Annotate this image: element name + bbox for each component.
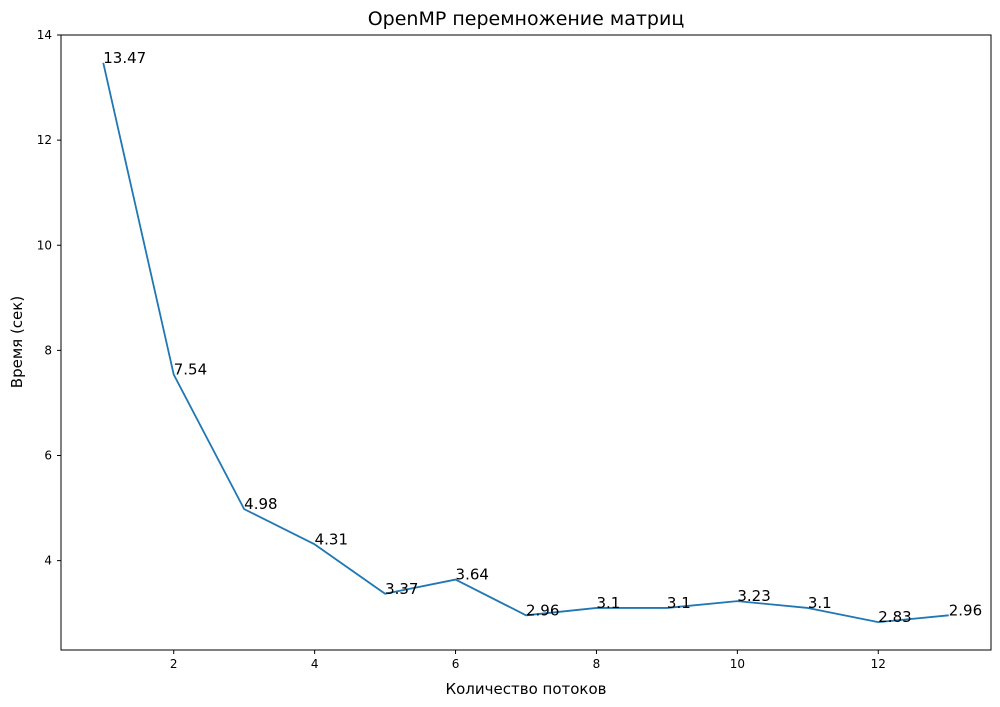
y-tick-label: 4 <box>44 554 52 568</box>
chart-title: OpenMP перемножение матриц <box>368 8 685 30</box>
x-tick-label: 8 <box>593 657 601 671</box>
y-tick-label: 10 <box>37 238 52 252</box>
data-label: 3.1 <box>596 594 620 612</box>
data-label: 3.37 <box>385 580 418 598</box>
series-group <box>102 62 949 624</box>
x-tick-label: 4 <box>311 657 319 671</box>
x-tick-label: 10 <box>730 657 745 671</box>
data-label: 4.98 <box>244 495 277 513</box>
series-line <box>102 62 949 624</box>
y-tick-label: 12 <box>37 133 52 147</box>
y-axis-title: Время (сек) <box>8 296 26 388</box>
data-label: 2.96 <box>949 601 982 619</box>
data-label: 13.47 <box>103 49 146 67</box>
data-label: 3.23 <box>737 587 770 605</box>
x-tick-label: 2 <box>170 657 178 671</box>
data-label: 2.83 <box>878 608 911 626</box>
data-labels: 13.47 7.54 4.98 4.31 3.37 3.64 2.96 3.1 3.1 3.23 3… <box>103 49 982 626</box>
y-tick-label: 14 <box>37 28 52 42</box>
data-label: 3.1 <box>808 594 832 612</box>
data-label: 7.54 <box>174 361 207 379</box>
data-label: 3.64 <box>456 566 489 584</box>
plot-frame <box>60 34 992 651</box>
data-label: 3.1 <box>667 594 691 612</box>
data-label: 4.31 <box>315 530 348 548</box>
plot-area <box>60 34 992 651</box>
y-tick-label: 8 <box>44 343 52 357</box>
data-label: 2.96 <box>526 601 559 619</box>
y-tick-label: 6 <box>44 449 52 463</box>
x-axis: 2 4 6 8 10 12 <box>170 650 886 671</box>
x-tick-label: 6 <box>452 657 460 671</box>
x-axis-title: Количество потоков <box>445 680 606 698</box>
y-axis: 4 6 8 10 12 14 <box>37 28 61 568</box>
x-tick-label: 12 <box>871 657 886 671</box>
